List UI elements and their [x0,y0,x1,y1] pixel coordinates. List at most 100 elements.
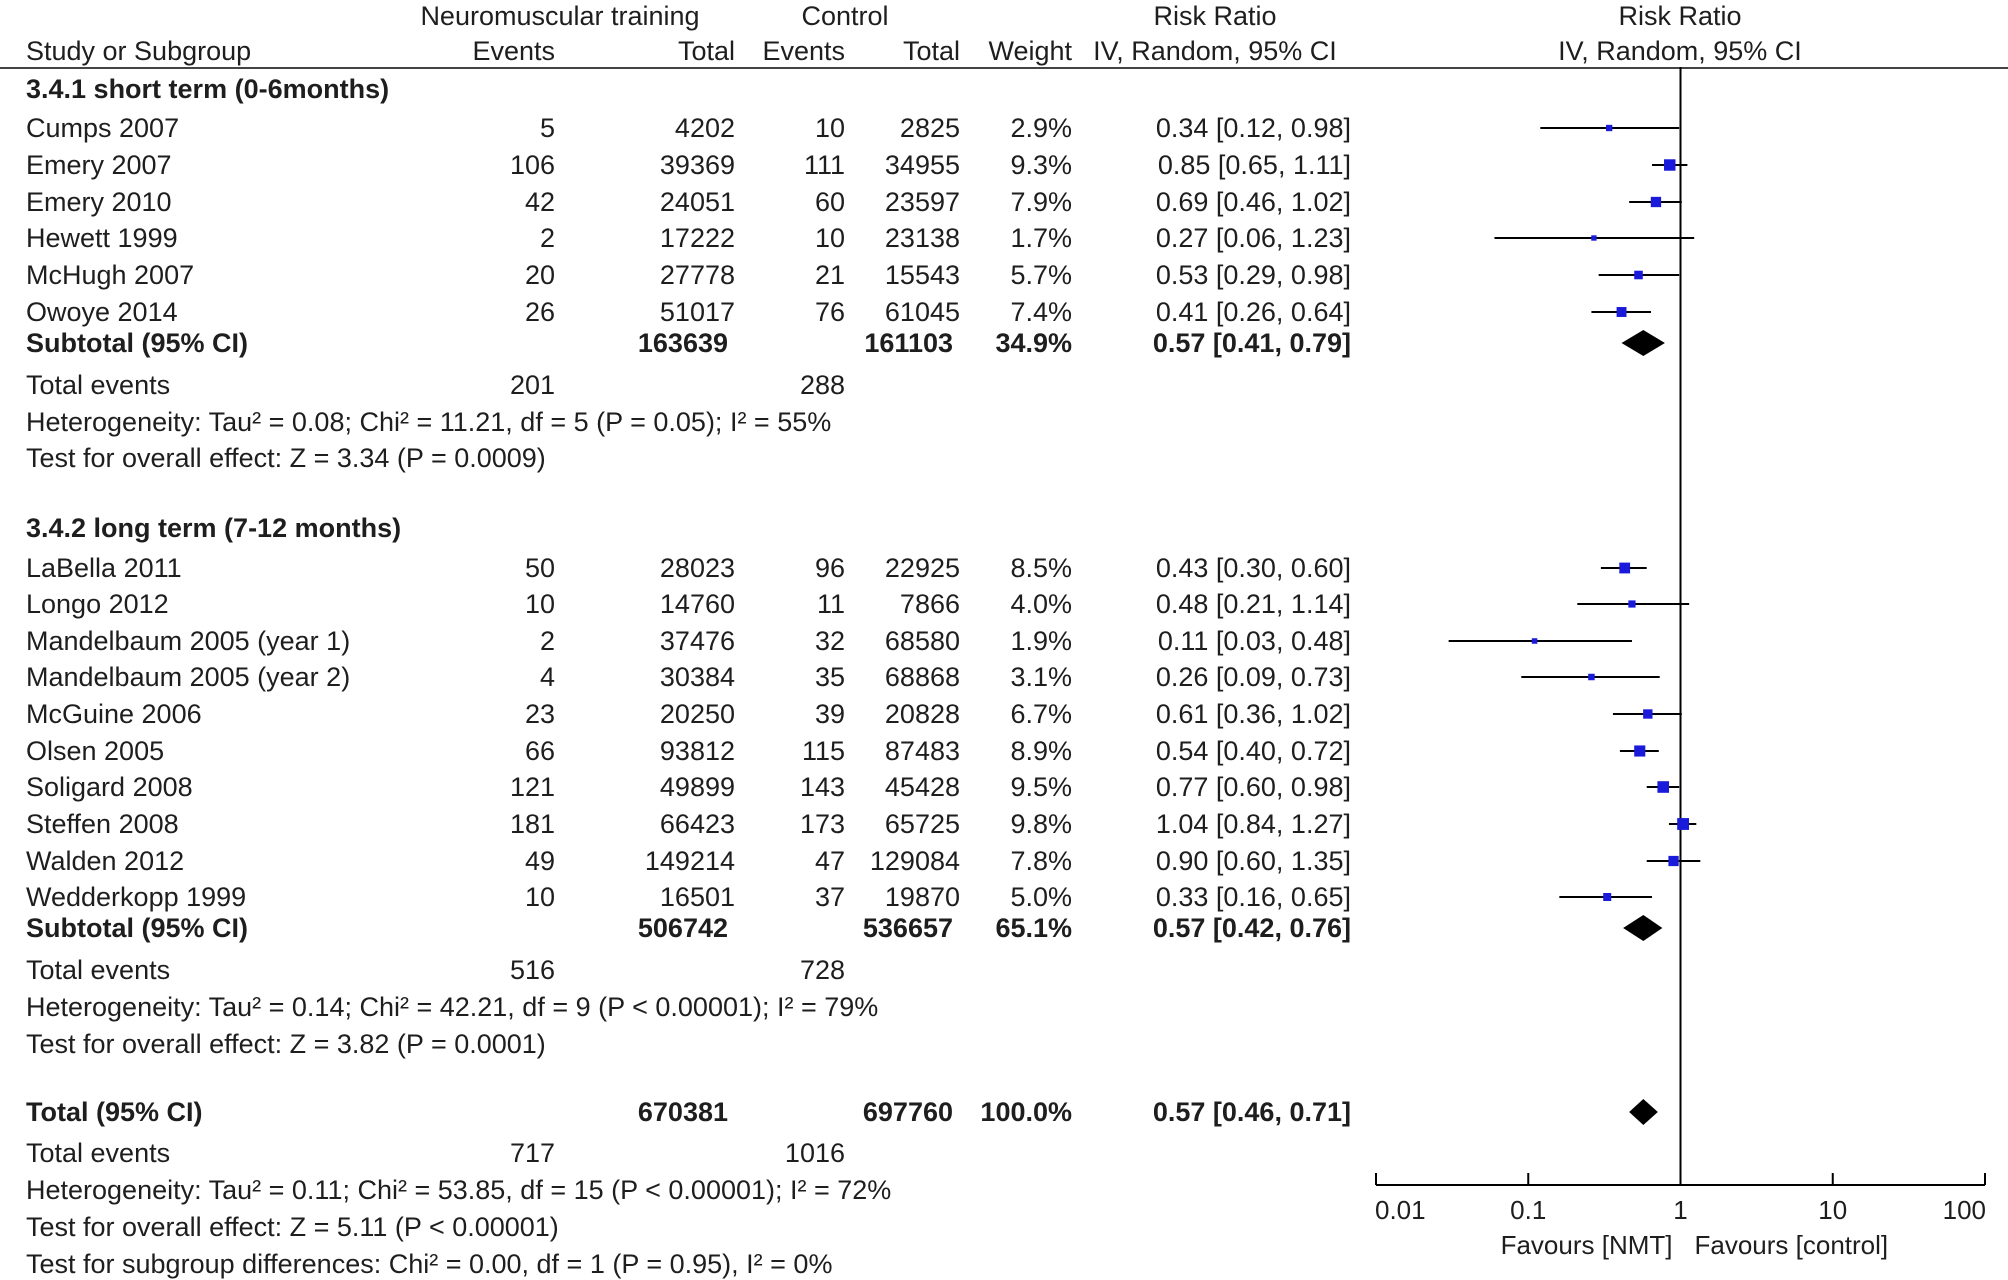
nmt-events: 66 [524,736,555,766]
nmt-total: 24051 [659,187,735,217]
study-name: Mandelbaum 2005 (year 2) [26,662,351,692]
control-events: 111 [803,150,845,180]
nmt-events: 50 [524,553,555,583]
nmt-total: 14760 [659,589,735,619]
nmt-events: 106 [509,150,555,180]
nmt-total: 4202 [674,113,735,143]
risk-ratio-ci: 0.69 [0.46, 1.02] [1155,187,1351,217]
control-events: 21 [814,260,845,290]
study-name: Walden 2012 [26,846,185,876]
risk-ratio-ci: 0.33 [0.16, 0.65] [1155,882,1351,912]
risk-ratio-ci: 0.43 [0.30, 0.60] [1155,553,1351,583]
nmt-events: 201 [509,370,555,400]
study-name: Olsen 2005 [26,736,165,766]
favours-right-label: Favours [control] [1695,1230,1889,1260]
weight: 65.1% [995,913,1072,943]
control-events: 35 [814,662,845,692]
study-name: Wedderkopp 1999 [26,882,247,912]
nmt-total-header: Total [677,36,735,66]
heterogeneity-text: Heterogeneity: Tau² = 0.11; Chi² = 53.85… [26,1175,892,1205]
point-estimate [1643,709,1653,719]
control-events: 143 [799,772,845,802]
control-total: 68868 [884,662,960,692]
x-tick-label: 0.01 [1375,1195,1426,1225]
nmt-events: 516 [509,955,555,985]
nmt-events: 42 [524,187,555,217]
control-total: 161103 [864,328,953,358]
control-events: 47 [814,846,845,876]
control-events: 728 [799,955,845,985]
total-events-label: Total events [26,1138,171,1168]
rr-header-left: Risk Ratio [1153,1,1277,31]
study-name: Owoye 2014 [26,297,178,327]
heterogeneity-text: Heterogeneity: Tau² = 0.14; Chi² = 42.21… [26,992,879,1022]
nmt-total: 49899 [659,772,735,802]
weight-header: Weight [988,36,1072,66]
control-events: 10 [814,223,845,253]
nmt-total: 93812 [659,736,735,766]
study-name: Mandelbaum 2005 (year 1) [26,626,351,656]
control-events: 10 [814,113,845,143]
nmt-events: 4 [539,662,555,692]
control-events: 60 [814,187,845,217]
header-rule [0,67,2008,69]
nmt-events: 5 [539,113,555,143]
control-total: 20828 [884,699,960,729]
x-tick-label: 0.1 [1510,1195,1546,1225]
weight: 3.1% [1010,662,1072,692]
point-estimate [1668,855,1679,867]
pooled-diamond [1621,330,1665,356]
study-name: Hewett 1999 [26,223,178,253]
risk-ratio-ci: 0.34 [0.12, 0.98] [1155,113,1351,143]
weight: 9.3% [1010,150,1072,180]
control-total: 7866 [899,589,960,619]
control-events: 1016 [784,1138,845,1168]
control-total: 23138 [884,223,960,253]
point-estimate [1664,159,1676,171]
point-estimate [1616,307,1627,317]
overall-effect-text: Test for overall effect: Z = 3.34 (P = 0… [26,443,546,473]
weight: 7.8% [1010,846,1072,876]
weight: 7.4% [1010,297,1072,327]
point-estimate [1634,270,1643,280]
pooled-diamond [1629,1099,1658,1125]
heterogeneity-text: Heterogeneity: Tau² = 0.08; Chi² = 11.21… [26,407,832,437]
study-name: McGuine 2006 [26,699,202,729]
point-estimate [1677,818,1690,830]
subgroup-title: 3.4.2 long term (7-12 months) [26,513,402,543]
method-header-right: IV, Random, 95% CI [1558,36,1802,66]
x-tick-label: 10 [1818,1195,1847,1225]
risk-ratio-ci: 0.85 [0.65, 1.11] [1157,150,1351,180]
nmt-total: 28023 [659,553,735,583]
point-estimate [1628,600,1636,608]
study-name: McHugh 2007 [26,260,195,290]
control-events: 173 [799,809,845,839]
rr-header-right: Risk Ratio [1618,1,1742,31]
nmt-events: 717 [509,1138,555,1168]
control-total-header: Total [902,36,960,66]
nmt-events: 49 [524,846,555,876]
nmt-events: 20 [524,260,555,290]
control-events: 37 [814,882,845,912]
nmt-total: 30384 [659,662,735,692]
risk-ratio-ci: 0.48 [0.21, 1.14] [1155,589,1351,619]
method-header-left: IV, Random, 95% CI [1093,36,1337,66]
subtotal-label: Subtotal (95% CI) [26,328,249,358]
control-total: 34955 [884,150,960,180]
weight: 9.5% [1010,772,1072,802]
point-estimate [1591,235,1597,241]
control-events: 115 [801,736,845,766]
nmt-total: 670381 [637,1097,728,1127]
control-total: 65725 [884,809,960,839]
study-name: Emery 2007 [26,150,172,180]
point-estimate [1619,562,1631,574]
nmt-total: 39369 [659,150,735,180]
total-events-label: Total events [26,370,171,400]
weight: 1.9% [1010,626,1072,656]
control-events: 39 [814,699,845,729]
risk-ratio-ci: 0.11 [0.03, 0.48] [1157,626,1351,656]
total-events-label: Total events [26,955,171,985]
weight: 1.7% [1010,223,1072,253]
nmt-events-header: Events [472,36,555,66]
